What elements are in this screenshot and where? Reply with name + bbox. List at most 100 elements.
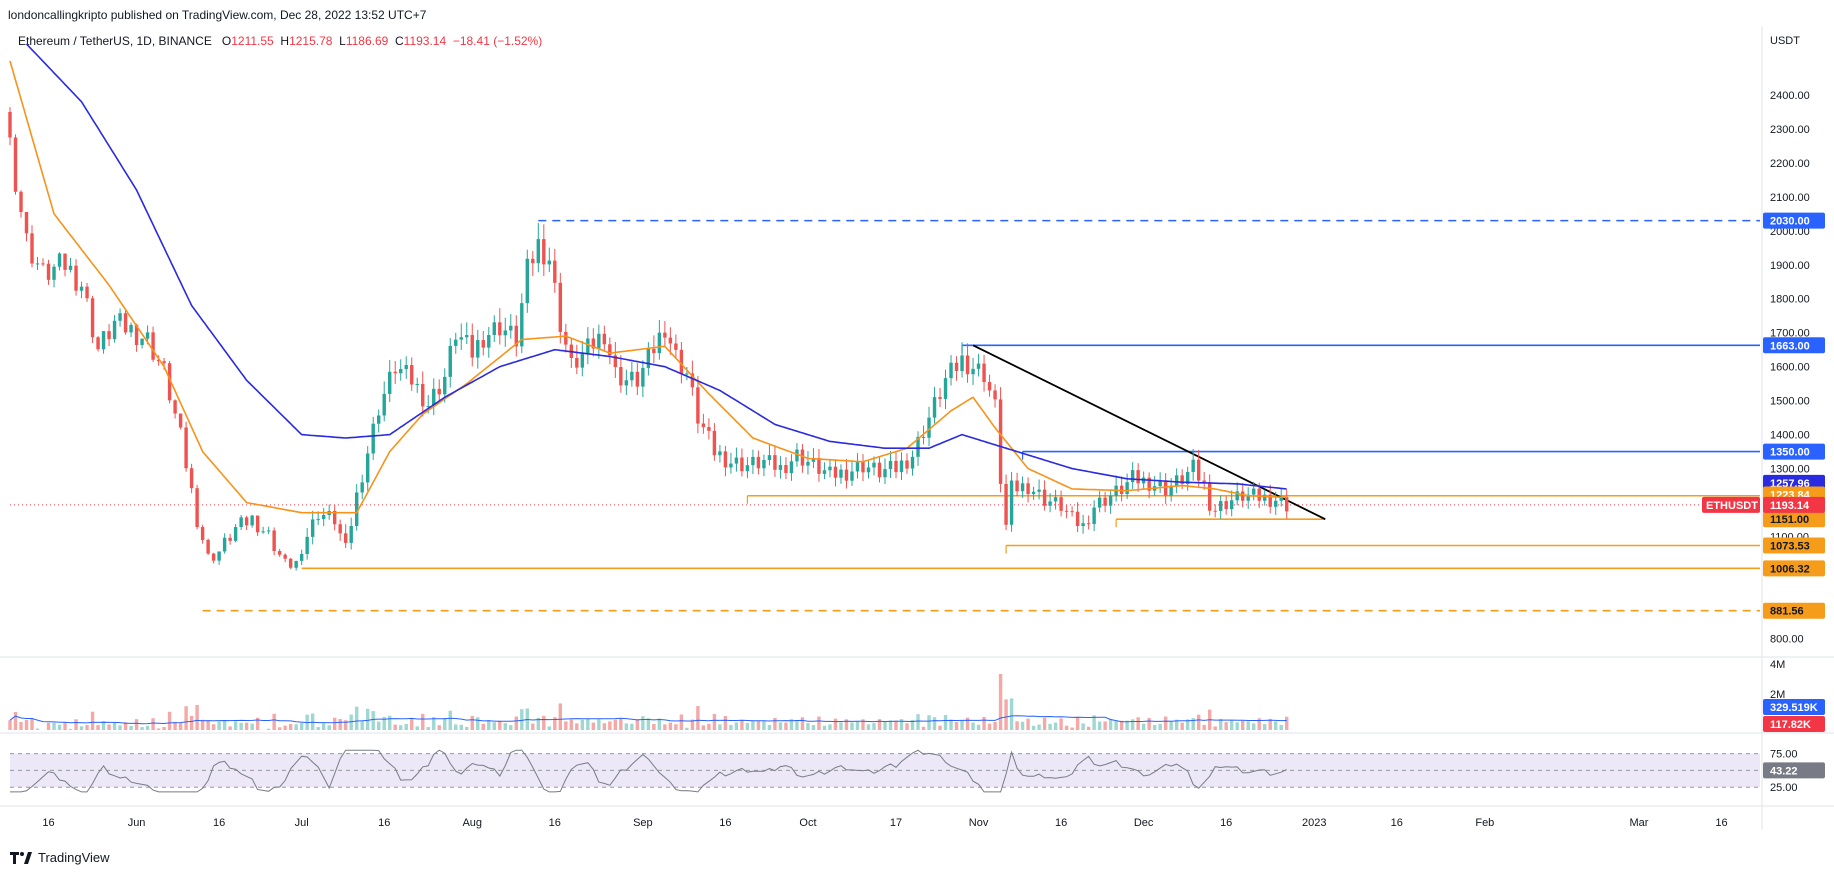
candle-body (602, 333, 607, 345)
candle-body (443, 376, 447, 395)
candle-body (492, 322, 496, 336)
low-value: 1186.69 (345, 34, 389, 48)
candle-body (949, 362, 953, 379)
volume-bar (784, 722, 788, 730)
price-chart[interactable]: USDT800.001100.001200.001300.001400.0015… (0, 0, 1834, 845)
volume-bar (828, 724, 832, 730)
level-price-tag-bg (1763, 511, 1825, 528)
volume-bar (1213, 726, 1217, 730)
volume-bar (729, 725, 733, 730)
volume-bar (734, 722, 739, 730)
volume-bar (553, 717, 557, 730)
candle-body (388, 371, 392, 394)
candle-body (211, 553, 216, 561)
volume-bar (162, 727, 166, 730)
volume-bar (123, 722, 128, 730)
candle-body (426, 406, 430, 408)
volume-bar (1114, 720, 1118, 730)
volume-bar (850, 722, 854, 730)
volume-bar (178, 723, 183, 730)
volume-bar (459, 724, 463, 730)
time-tick-label: Feb (1475, 817, 1494, 829)
candle-body (756, 456, 761, 469)
rsi-value-tag: 43.22 (1770, 765, 1798, 777)
volume-bar (354, 706, 359, 730)
volume-bar (1004, 699, 1008, 730)
publisher-header: londoncallingkripto published on Trading… (8, 8, 427, 22)
candle-body (178, 413, 183, 428)
volume-bar (134, 719, 139, 730)
volume-bar (1224, 722, 1228, 730)
symbol-name[interactable]: Ethereum / TetherUS, 1D, BINANCE (18, 34, 212, 48)
volume-bar (773, 717, 777, 730)
volume-bar (63, 722, 67, 730)
volume-bar (558, 703, 563, 730)
candle-body (1048, 501, 1052, 506)
volume-bar (712, 713, 717, 730)
volume-bar (580, 719, 585, 730)
price-axis-unit: USDT (1770, 35, 1800, 47)
candle-body (1147, 477, 1151, 491)
level-price-tag: 1006.32 (1770, 563, 1810, 575)
candle-body (795, 449, 799, 462)
volume-bar (1202, 724, 1206, 730)
volume-bar (663, 724, 667, 730)
volume-bar (470, 716, 474, 730)
volume-bar (145, 725, 150, 730)
volume-bar (547, 726, 552, 730)
candle-body (745, 465, 750, 472)
volume-bar (877, 719, 882, 730)
candle-body (657, 332, 662, 354)
candle-body (1196, 459, 1201, 481)
time-tick-label: 16 (378, 817, 390, 829)
volume-bar (685, 727, 689, 730)
candle-body (712, 430, 717, 456)
level-price-tag: 1151.00 (1770, 514, 1809, 526)
level-price-tag: 881.56 (1770, 606, 1804, 618)
candle-body (927, 417, 931, 438)
volume-bar (129, 725, 133, 730)
volume-bar (635, 719, 640, 730)
volume-bar (965, 717, 970, 730)
volume-bar (949, 719, 953, 730)
volume-bar (211, 724, 216, 730)
candle-body (30, 233, 34, 264)
low-label: L (339, 34, 346, 48)
candles (8, 107, 1289, 571)
candle-body (382, 393, 386, 416)
volume-bar (360, 720, 364, 730)
candle-body (354, 492, 359, 527)
candle-body (1103, 497, 1107, 506)
candle-body (349, 526, 353, 543)
volume-ma-tag-bg (1763, 699, 1825, 715)
close-value: 1193.14 (403, 34, 447, 48)
candle-body (525, 258, 530, 304)
volume-bar (79, 726, 84, 730)
candle-body (1081, 523, 1085, 527)
candle-body (591, 338, 596, 349)
candle-body (1218, 501, 1223, 511)
candle-body (1240, 491, 1245, 501)
volume-bar (228, 726, 232, 730)
horizontal-levels (10, 219, 1760, 612)
volume-bar (404, 723, 408, 730)
candle-body (118, 313, 122, 321)
volume-bar (13, 711, 18, 730)
volume-bar (1180, 722, 1184, 730)
candle-body (338, 524, 342, 534)
level-price-tag: 1073.53 (1770, 541, 1810, 553)
level-price-tag-bg (1763, 212, 1825, 229)
candle-body (1252, 488, 1256, 495)
volume-bar (927, 715, 931, 730)
candle-body (244, 517, 249, 526)
candle-body (107, 331, 111, 340)
volume-bar (855, 721, 860, 730)
volume-bar (993, 721, 997, 730)
ema-slow-line (25, 43, 1287, 490)
candle-body (910, 456, 915, 469)
volume-bar (107, 724, 111, 730)
price-tick-label: 1800.00 (1770, 294, 1810, 306)
candle-body (41, 263, 45, 265)
volume-bar (118, 725, 122, 730)
volume-bar (608, 721, 612, 730)
